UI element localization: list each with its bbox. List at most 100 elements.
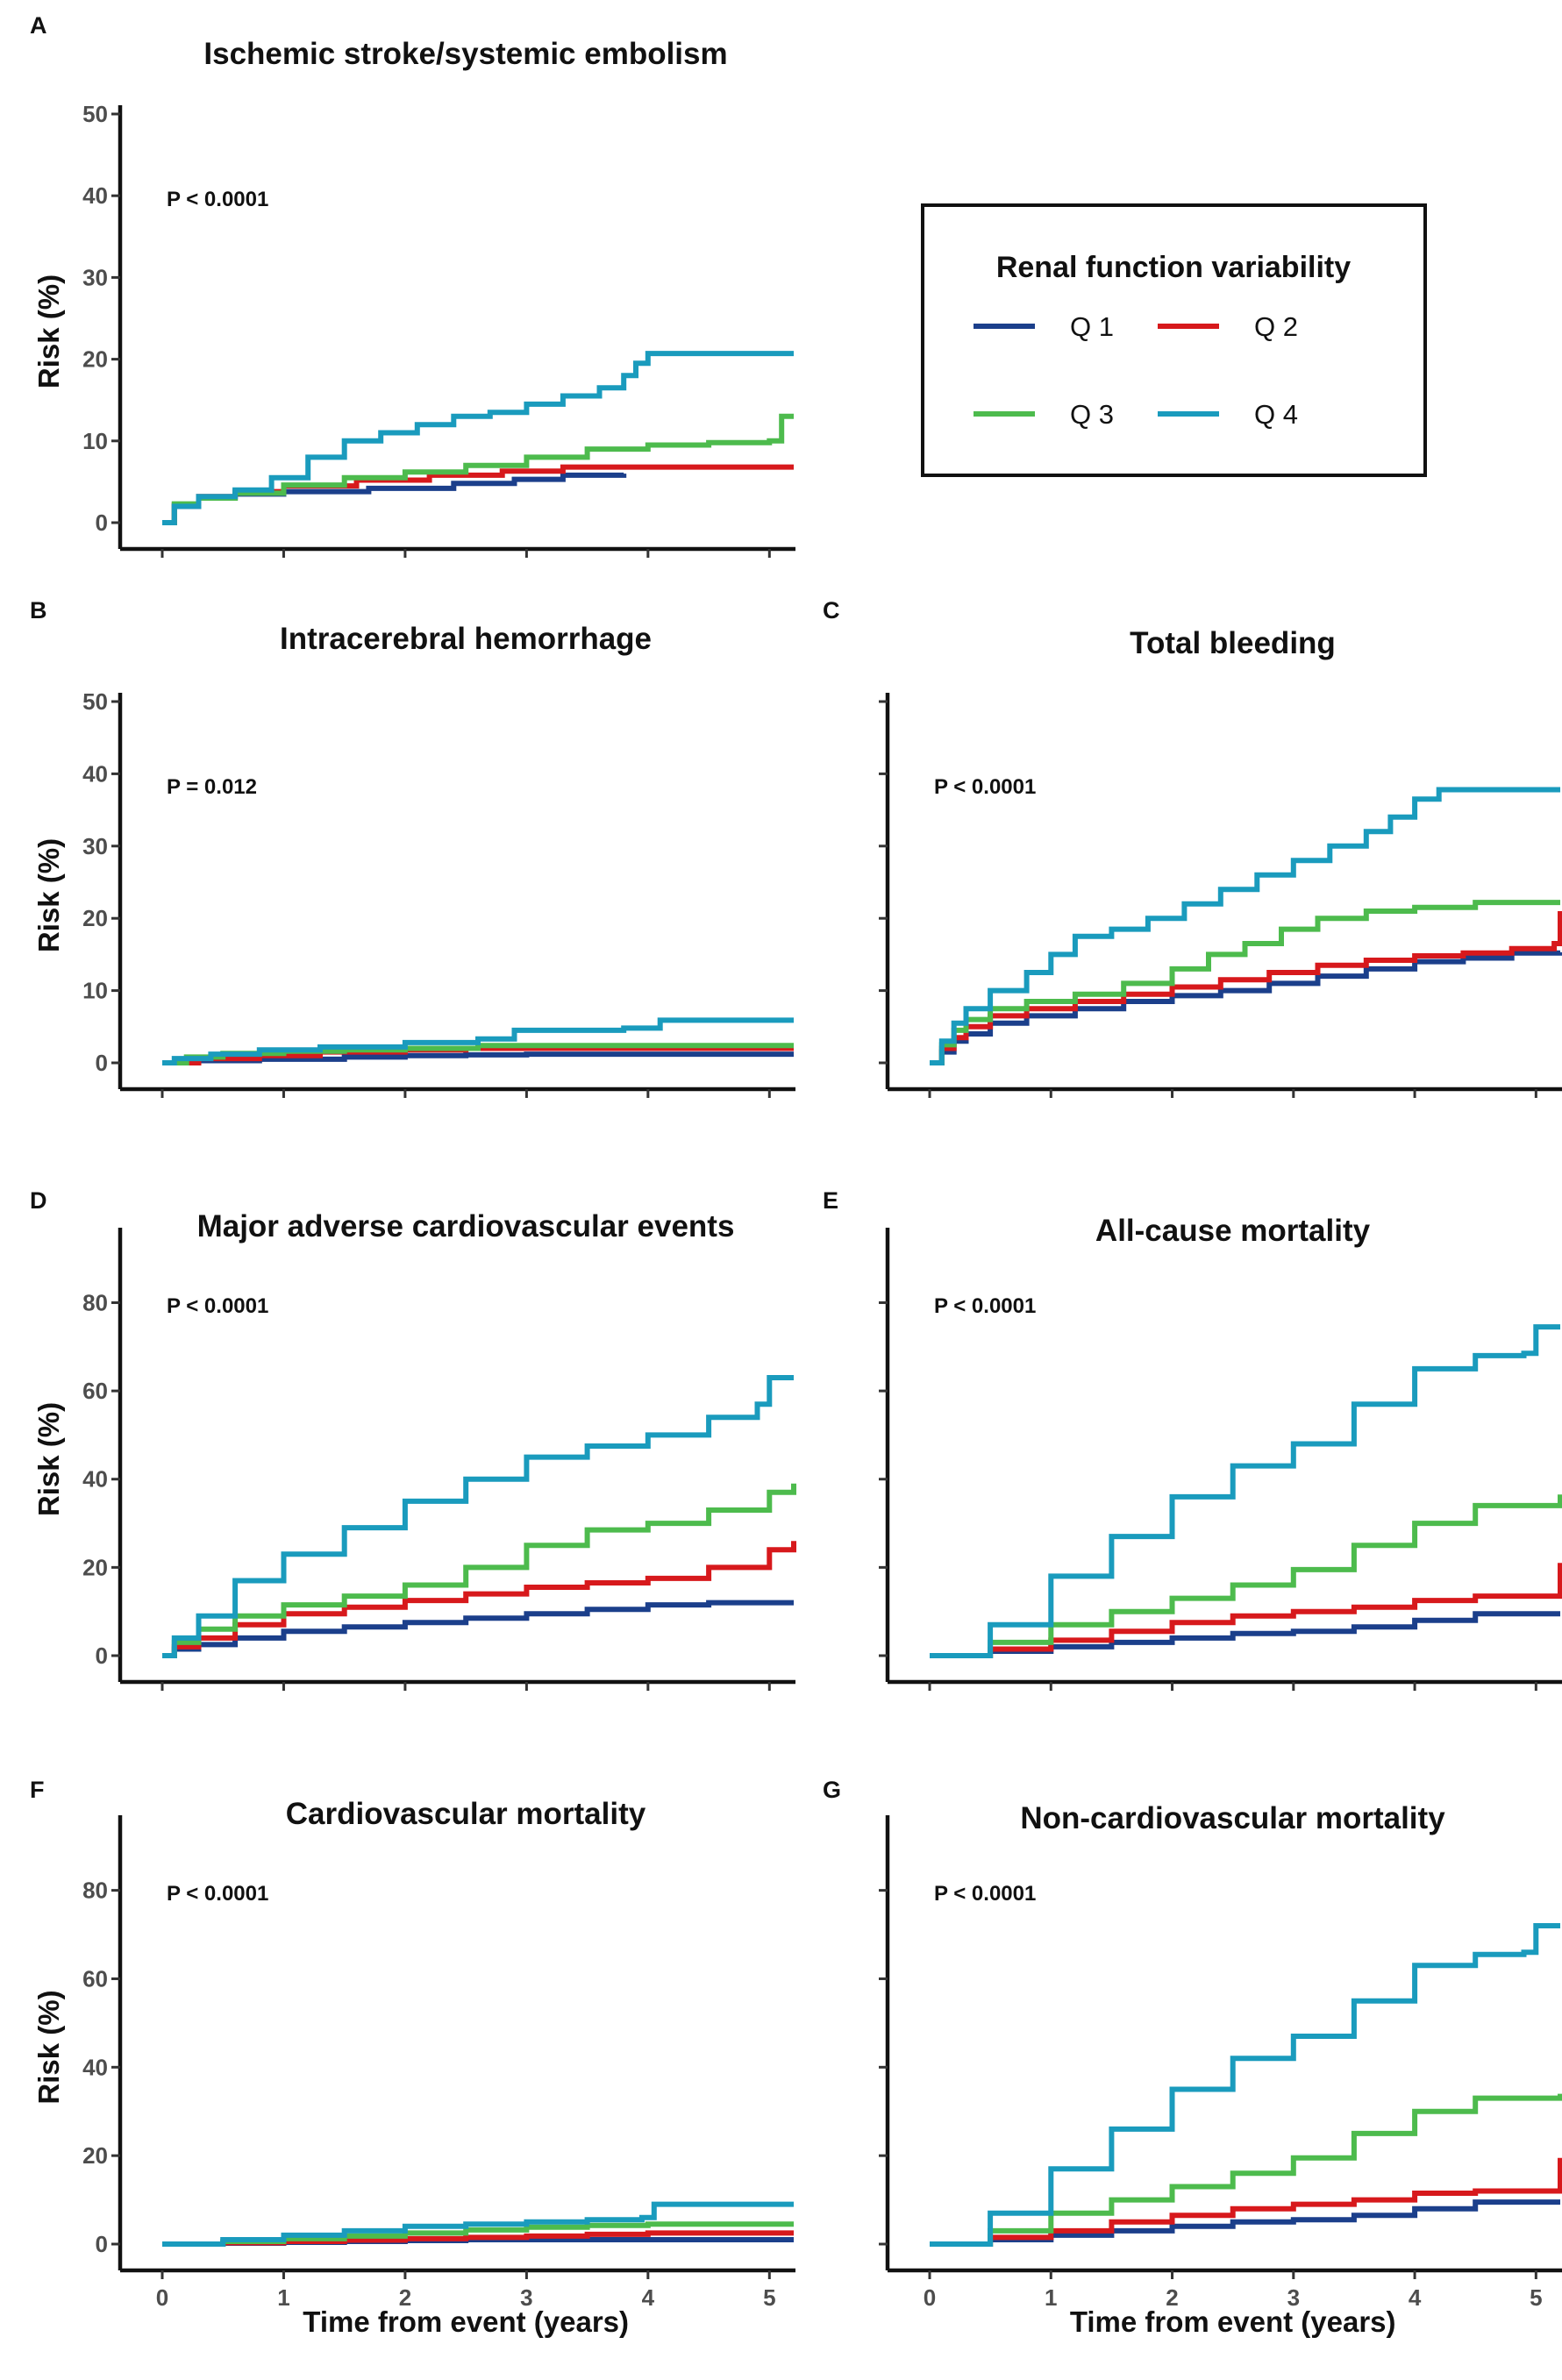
x-axis-title: Time from event (years) [1070,2305,1396,2338]
series-group [930,787,1562,1065]
series-line-q2 [930,2157,1562,2247]
panel-letter: F [30,1777,45,1803]
y-tick-label: 0 [96,2231,108,2257]
y-axis-title: Risk (%) [32,1402,65,1516]
panel-d: D Major adverse cardiovascular events 0 20 4… [30,1187,796,1691]
legend-title: Renal function variability [996,251,1351,284]
series-line-q3 [930,1494,1562,1658]
series-line-q2 [162,1541,796,1658]
y-tick-label: 30 [82,833,108,859]
series-line-q4 [162,1375,794,1658]
panel-b: B Intracerebral hemorrhage 0 10 20 30 40 50 Risk… [30,597,795,1098]
x-tick-label: 3 [1287,2284,1300,2311]
x-tick-label: 2 [399,2284,411,2311]
y-axis-title: Risk (%) [32,1990,65,2104]
x-tick-label: 1 [1045,2284,1057,2311]
panel-title: Cardiovascular mortality [286,1797,646,1831]
x-axis-title: Time from event (years) [303,2305,629,2338]
y-tick-label: 80 [82,1878,108,1904]
y-tick-label: 0 [96,509,108,536]
legend-label: Q 2 [1254,311,1298,342]
legend-entry: Q 3 [974,399,1114,430]
panel-letter: B [30,597,47,624]
y-tick-label: 0 [96,1050,108,1076]
series-line-q4 [162,1017,794,1065]
series-line-q4 [930,787,1560,1065]
legend-label: Q 3 [1070,399,1114,430]
panel-title: Ischemic stroke/systemic embolism [203,37,727,71]
series-line-q4 [930,1923,1560,2247]
y-tick-label: 60 [82,1378,108,1404]
p-value-annotation: P < 0.0001 [934,1882,1036,1906]
y-tick-label: 10 [82,428,108,454]
panel-g: G Non-cardiovascular mortality 0 1 2 3 4 5 Time … [823,1777,1562,2338]
x-tick-label: 0 [924,2284,936,2311]
p-value-annotation: P < 0.0001 [167,1294,268,1318]
y-tick-label: 40 [82,2054,108,2080]
series-group [930,1923,1562,2247]
panel-letter: D [30,1187,47,1214]
legend-label: Q 4 [1254,399,1298,430]
x-tick-label: 1 [277,2284,289,2311]
panel-a: A Ischemic stroke/systemic embolism 0 10 20 3… [30,12,795,558]
panel-title: Intracerebral hemorrhage [280,622,652,656]
series-group [930,1324,1562,1658]
legend: Renal function variability Q 1 Q 2 Q 3 Q 4 [921,203,1427,477]
legend-entry: Q 2 [1158,311,1298,342]
series-group [162,2201,794,2247]
y-tick-label: 40 [82,182,108,209]
y-tick-label: 20 [82,2142,108,2169]
legend-label: Q 1 [1070,311,1114,342]
y-axis-title: Risk (%) [32,838,65,952]
p-value-annotation: P < 0.0001 [934,1294,1036,1318]
series-group [162,351,794,525]
series-line-q2 [930,1563,1562,1658]
x-tick-label: 4 [642,2284,655,2311]
legend-entries: Q 1 Q 2 Q 3 Q 4 [974,311,1298,430]
panel-letter: E [823,1187,838,1214]
y-tick-label: 20 [82,346,108,373]
y-tick-label: 0 [96,1642,108,1669]
panel-title: All-cause mortality [1095,1214,1371,1248]
p-value-annotation: P < 0.0001 [167,188,268,211]
series-line-q4 [930,1324,1560,1658]
y-tick-label: 10 [82,978,108,1004]
series-line-q3 [162,1483,796,1658]
y-tick-label: 20 [82,905,108,931]
panel-letter: C [823,597,840,624]
panel-f: F Cardiovascular mortality 0 20 40 60 80 0 1 2 3 4 5… [30,1777,795,2338]
y-tick-label: 20 [82,1554,108,1580]
p-value-annotation: P < 0.0001 [934,775,1036,799]
legend-entry: Q 1 [974,311,1114,342]
series-group [162,1017,794,1065]
series-line-q4 [162,2201,794,2247]
panel-title: Major adverse cardiovascular events [197,1209,735,1243]
y-tick-label: 60 [82,1965,108,1992]
y-tick-label: 40 [82,1466,108,1493]
x-tick-label: 5 [763,2284,775,2311]
y-tick-label: 40 [82,760,108,787]
panel-letter: G [823,1777,841,1803]
x-tick-label: 2 [1166,2284,1178,2311]
y-tick-label: 50 [82,101,108,127]
y-tick-label: 50 [82,688,108,715]
series-group [162,1375,796,1658]
panel-letter: A [30,12,47,39]
x-tick-label: 4 [1409,2284,1422,2311]
legend-entry: Q 4 [1158,399,1298,430]
y-tick-label: 80 [82,1289,108,1315]
x-tick-label: 0 [156,2284,168,2311]
x-tick-label: 3 [520,2284,532,2311]
legend-box [921,203,1427,477]
y-axis-title: Risk (%) [32,274,65,388]
series-line-q3 [930,2093,1562,2247]
panel-c: C Total bleeding P < 0.0001 [823,597,1562,1098]
panel-title: Non-cardiovascular mortality [1020,1801,1445,1835]
p-value-annotation: P < 0.0001 [167,1882,268,1906]
panel-title: Total bleeding [1130,626,1336,660]
series-line-q4 [162,351,794,525]
x-tick-label: 5 [1530,2284,1542,2311]
series-line-q3 [930,900,1560,1065]
